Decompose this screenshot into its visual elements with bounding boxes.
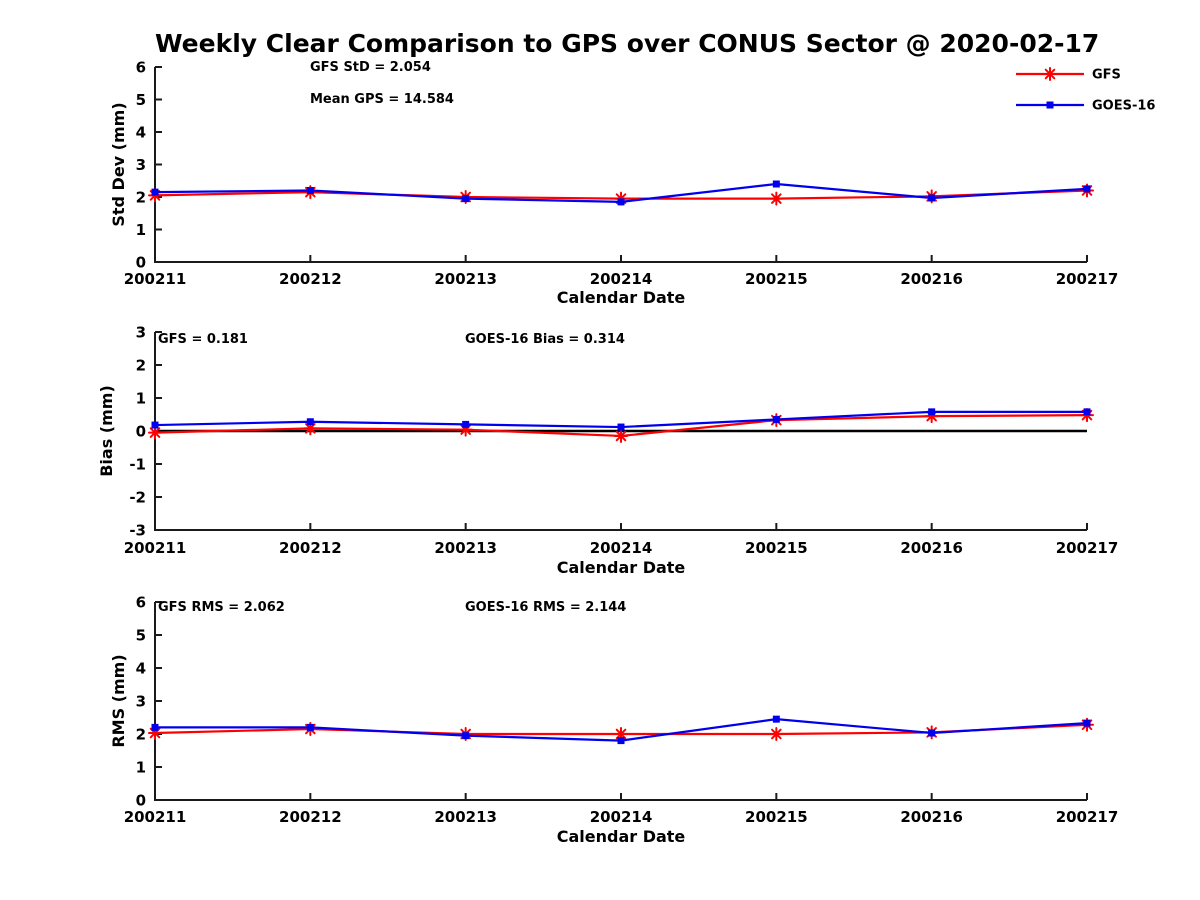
goes-16-marker <box>1083 719 1091 727</box>
y-tick-label: 3 <box>136 692 146 710</box>
x-tick-label: 200212 <box>279 539 342 557</box>
x-tick-label: 200212 <box>279 270 342 288</box>
goes-16-marker <box>1083 185 1091 193</box>
goes-16-marker <box>151 723 159 731</box>
x-tick-label: 200216 <box>900 808 963 826</box>
subplot-std-dev-mm: 0 1 2 3 4 5 6 200211 200212 200213 200214 200215 200… <box>109 58 1118 307</box>
x-tick-label: 200214 <box>590 808 653 826</box>
legend-marker <box>1043 67 1057 81</box>
x-tick-label: 200213 <box>434 808 497 826</box>
x-tick-label: 200213 <box>434 270 497 288</box>
x-tick-label: 200211 <box>124 808 187 826</box>
gfs-marker <box>148 726 162 741</box>
y-axis-label: Std Dev (mm) <box>109 102 128 226</box>
x-axis-label: Calendar Date <box>557 288 686 307</box>
y-tick-label: 0 <box>136 422 146 440</box>
goes-16-marker <box>617 423 625 431</box>
x-tick-label: 200215 <box>745 270 808 288</box>
legend-marker <box>1046 101 1054 109</box>
annotation-text: GOES-16 Bias = 0.314 <box>465 332 625 347</box>
y-tick-label: -2 <box>129 488 146 506</box>
annotation-text: GFS StD = 2.054 <box>310 60 431 75</box>
x-tick-label: 200211 <box>124 539 187 557</box>
gfs-marker <box>769 727 784 741</box>
y-tick-label: 2 <box>136 725 146 743</box>
goes-16-marker <box>928 729 936 737</box>
goes-16-marker <box>1083 408 1091 416</box>
y-axis-label: RMS (mm) <box>109 654 128 747</box>
gfs-marker <box>458 422 473 437</box>
y-tick-label: 6 <box>136 58 146 76</box>
gfs-marker <box>924 409 939 424</box>
goes-16-marker <box>306 418 314 426</box>
goes-16-marker <box>462 195 470 203</box>
y-tick-label: -1 <box>129 455 146 473</box>
legend: GFS GOES-16 <box>1016 67 1155 114</box>
x-tick-label: 200212 <box>279 808 342 826</box>
y-tick-label: 0 <box>136 253 146 271</box>
y-tick-label: 2 <box>136 356 146 374</box>
x-axis-label: Calendar Date <box>557 827 686 846</box>
x-tick-label: 200215 <box>745 808 808 826</box>
subplot-rms-mm: 0 1 2 3 4 5 6 200211 200212 200213 200214 200215 200… <box>109 593 1118 846</box>
x-tick-label: 200217 <box>1056 539 1119 557</box>
axes-spines <box>154 67 1087 263</box>
goes-16-marker <box>928 194 936 202</box>
x-tick-label: 200216 <box>900 539 963 557</box>
legend-label: GFS <box>1092 68 1121 83</box>
x-tick-label: 200211 <box>124 270 187 288</box>
gfs-marker <box>614 428 628 443</box>
gfs-marker <box>614 727 628 741</box>
annotation-text: GOES-16 RMS = 2.144 <box>465 600 626 615</box>
y-tick-label: 1 <box>136 221 146 239</box>
goes-16-marker <box>151 421 159 429</box>
goes-16-marker <box>772 415 780 423</box>
x-tick-label: 200216 <box>900 270 963 288</box>
annotation-text: GFS RMS = 2.062 <box>158 600 285 615</box>
y-tick-label: 4 <box>136 659 146 677</box>
y-tick-label: 4 <box>136 123 146 141</box>
legend-label: GOES-16 <box>1092 99 1155 114</box>
y-tick-label: 0 <box>136 791 146 809</box>
goes-16-marker <box>306 187 314 194</box>
x-tick-label: 200214 <box>590 539 653 557</box>
gfs-marker <box>148 425 162 440</box>
x-tick-label: 200217 <box>1056 808 1119 826</box>
x-tick-label: 200214 <box>590 270 653 288</box>
y-tick-label: 5 <box>136 626 146 644</box>
x-tick-label: 200215 <box>745 539 808 557</box>
annotation-text: Mean GPS = 14.584 <box>310 92 454 107</box>
goes-16-marker <box>617 198 625 206</box>
goes-16-marker <box>462 732 470 740</box>
gfs-marker <box>769 191 784 206</box>
y-tick-label: 3 <box>136 156 146 174</box>
x-tick-label: 200213 <box>434 539 497 557</box>
goes-16-marker <box>772 180 780 188</box>
goes-16-marker <box>928 408 936 416</box>
axes-spines <box>154 602 1087 801</box>
figure-title: Weekly Clear Comparison to GPS over CONU… <box>155 29 1100 58</box>
goes-16-marker <box>617 737 625 745</box>
subplot-bias-mm: -3 -2 -1 0 1 2 3 200211 200212 200213 200214 200215… <box>97 323 1118 577</box>
goes-16-marker <box>462 420 470 428</box>
annotation-text: GFS = 0.181 <box>158 332 248 347</box>
y-tick-label: 3 <box>136 323 146 341</box>
y-tick-label: 1 <box>136 389 146 407</box>
gfs-marker <box>303 421 318 436</box>
y-tick-label: 2 <box>136 188 146 206</box>
y-axis-label: Bias (mm) <box>97 385 116 477</box>
x-axis-label: Calendar Date <box>557 558 686 577</box>
goes-16-marker <box>306 723 314 731</box>
x-tick-label: 200217 <box>1056 270 1119 288</box>
y-tick-label: 5 <box>136 91 146 109</box>
goes-16-marker <box>772 715 780 723</box>
y-tick-label: 1 <box>136 758 146 776</box>
goes-16-marker <box>151 188 159 196</box>
y-tick-label: 6 <box>136 593 146 611</box>
y-tick-label: -3 <box>129 521 146 539</box>
